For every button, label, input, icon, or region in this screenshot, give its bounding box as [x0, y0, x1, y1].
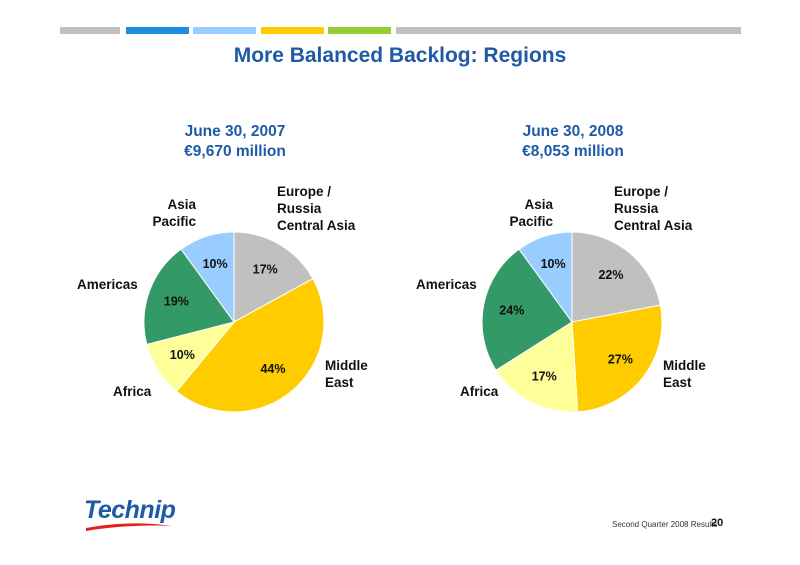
topbar-segment [261, 27, 324, 34]
chart-1-total: €9,670 million [184, 143, 286, 160]
chart-2-value-label-europe: 22% [598, 268, 623, 282]
top-color-bar [0, 27, 800, 34]
topbar-segment [126, 27, 189, 34]
chart-2-slice-africa [495, 321, 579, 413]
chart-1-slice-europe [233, 231, 314, 323]
topbar-segment [396, 27, 741, 34]
chart-1-label-asia: Asia Pacific [152, 197, 196, 229]
chart-1-label-africa: Africa [113, 384, 152, 399]
chart-1-value-label-asia: 10% [203, 257, 228, 271]
chart-1-value-label-africa: 10% [170, 348, 195, 362]
chart-1-value-label-americas: 19% [164, 294, 189, 308]
page-title: More Balanced Backlog: Regions [233, 44, 567, 67]
chart-1-label-americas: Americas [77, 277, 138, 292]
chart-2-label-europe: Europe / Russia Central Asia [614, 184, 693, 233]
chart-2-value-label-africa: 17% [532, 370, 557, 384]
chart-2-slice-asia [518, 231, 573, 324]
logo-swoosh-icon [86, 523, 172, 531]
chart-2-slice-europe [571, 231, 661, 323]
chart-2-slice-americas [481, 248, 573, 371]
chart-1-heading: June 30, 2007 €9,670 million [115, 122, 355, 162]
chart-2-label-africa: Africa [460, 384, 499, 399]
chart-2-value-label-asia: 10% [541, 257, 566, 271]
chart-2-label-middle-east: Middle East [663, 358, 706, 390]
chart-1-label-europe: Europe / Russia Central Asia [277, 184, 356, 233]
chart-2-value-label-middle_east: 27% [608, 353, 633, 367]
footer-text: Second Quarter 2008 Results [612, 520, 718, 529]
topbar-segment [328, 27, 391, 34]
chart-1-value-label-middle_east: 44% [260, 362, 285, 376]
chart-2-value-label-americas: 24% [499, 304, 524, 318]
topbar-segment [193, 27, 256, 34]
chart-1-slice-middle_east [175, 277, 325, 413]
chart-1-slice-americas [143, 248, 235, 345]
chart-1-slice-asia [180, 231, 235, 324]
chart-2-heading: June 30, 2008 €8,053 million [453, 122, 693, 162]
topbar-segment [60, 27, 120, 34]
chart-2-slice-middle_east [571, 304, 663, 413]
technip-logo: Technip [84, 496, 184, 532]
chart-2-label-americas: Americas [416, 277, 477, 292]
page-number: 20 [711, 517, 724, 529]
chart-2-date: June 30, 2008 [522, 123, 624, 140]
chart-1-value-label-europe: 17% [253, 262, 278, 276]
chart-1-date: June 30, 2007 [184, 123, 286, 140]
chart-2-label-asia: Asia Pacific [509, 197, 553, 229]
chart-1-label-middle-east: Middle East [325, 358, 368, 390]
logo-wordmark: Technip [84, 496, 176, 524]
chart-2-total: €8,053 million [522, 143, 624, 160]
